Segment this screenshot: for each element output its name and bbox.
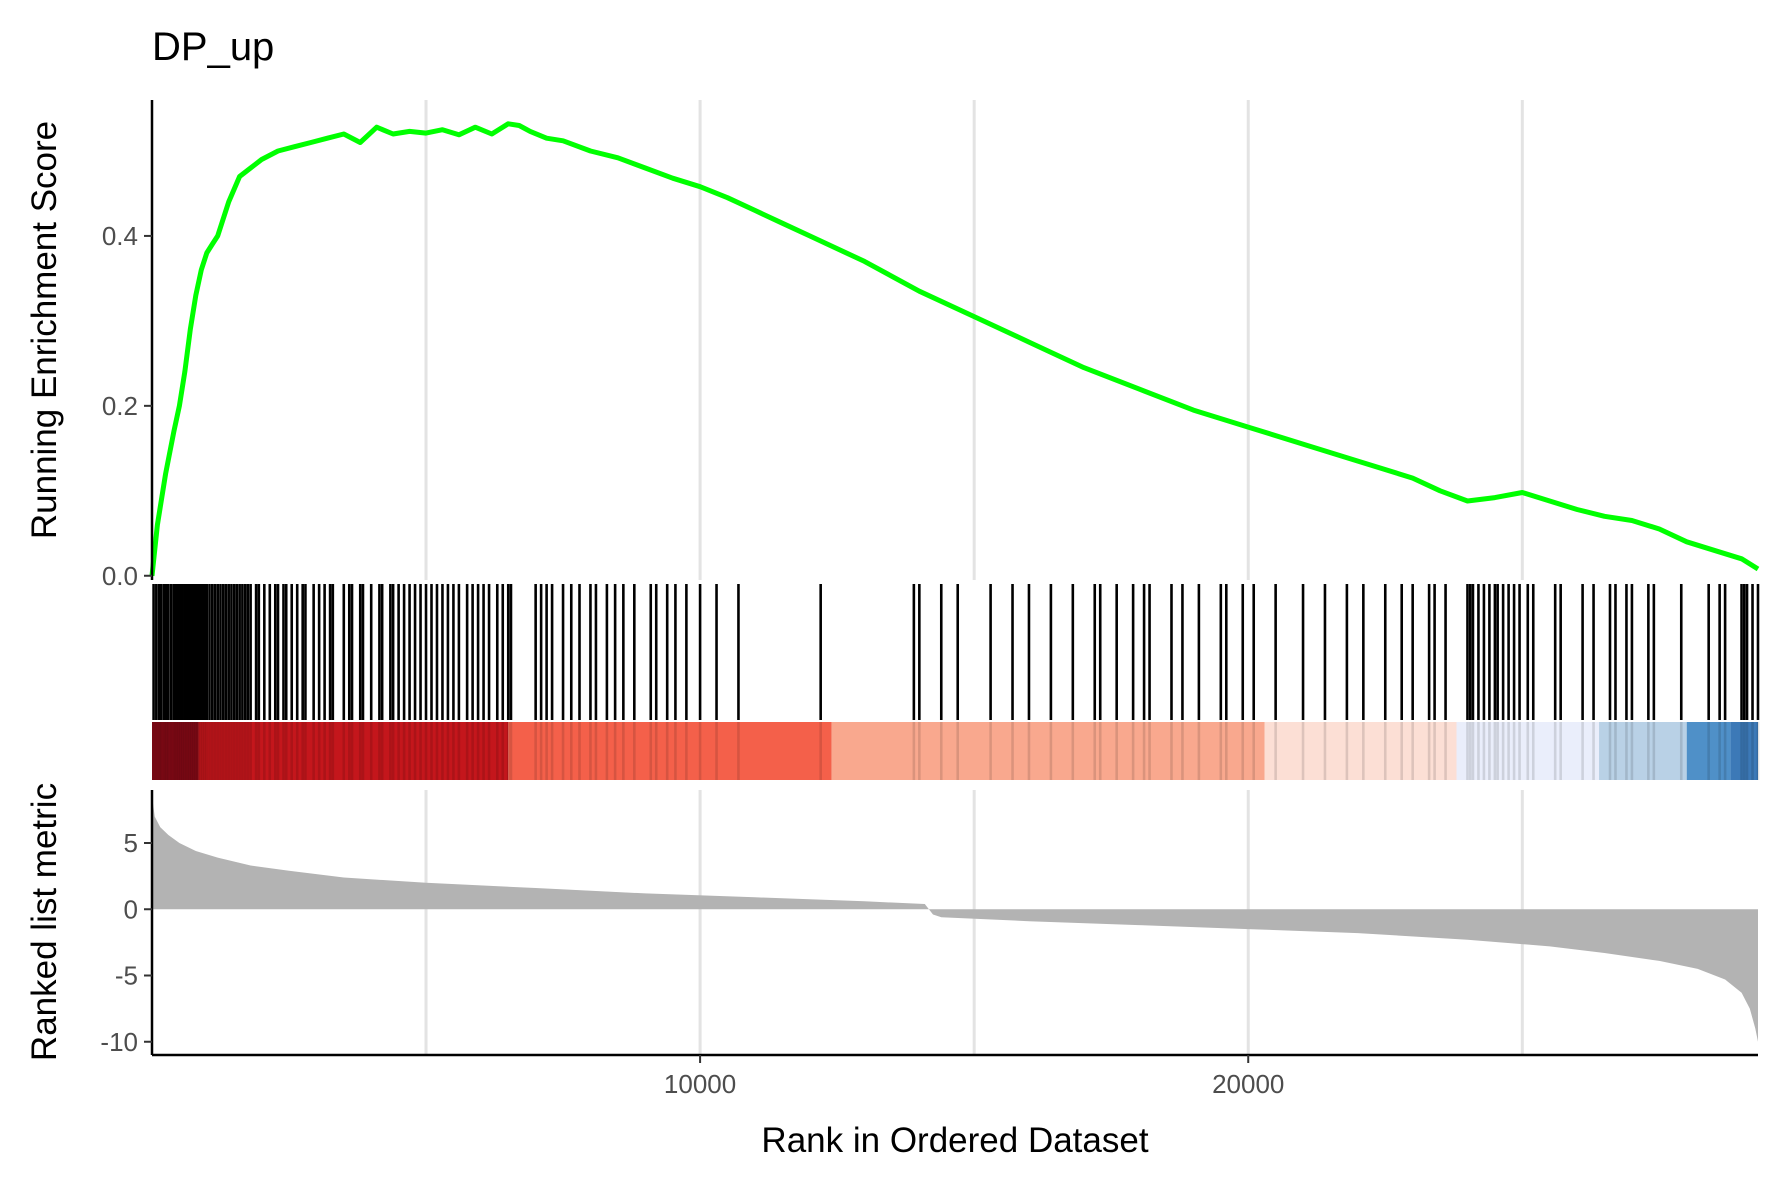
- running-score-y-title: Running Enrichment Score: [25, 121, 64, 539]
- ranked-metric-tick-label-3: -10: [100, 1027, 138, 1057]
- ranked-metric-tick-label-2: -5: [115, 961, 138, 991]
- ranked-metric-y-ticks: 5 0 -5 -10: [100, 828, 152, 1057]
- x-tick-label-1: 20000: [1212, 1069, 1284, 1099]
- running-score-gridlines: [424, 100, 1524, 580]
- x-tick-label-0: 10000: [664, 1069, 736, 1099]
- running-score-line-group: [149, 121, 1760, 577]
- ranked-metric-area: [152, 795, 1758, 1042]
- band-segment-5: [1456, 722, 1600, 780]
- ranked-metric-panel: 5 0 -5 -10 10000 20000 Ranked list metric Ra…: [25, 783, 1758, 1160]
- running-score-y-ticks: 0.0 0.2 0.4: [102, 221, 152, 591]
- band-segment-0: [152, 722, 199, 780]
- ranked-metric-tick-label-1: 0: [124, 894, 138, 924]
- rank-color-band: [152, 722, 1760, 780]
- ranked-metric-y-title: Ranked list metric: [25, 783, 64, 1061]
- band-segment-7: [1686, 722, 1731, 780]
- band-segment-3: [831, 722, 1265, 780]
- running-score-panel: 0.0 0.2 0.4 Running Enrichment Score: [25, 100, 1760, 591]
- running-score-tick-label-0: 0.0: [102, 561, 138, 591]
- band-segment-6: [1599, 722, 1687, 780]
- band-segment-2: [508, 722, 832, 780]
- running-score-tick-label-2: 0.4: [102, 221, 138, 251]
- chart-title: DP_up: [152, 25, 274, 69]
- ranked-metric-area-group: [152, 795, 1758, 1042]
- x-axis-title: Rank in Ordered Dataset: [761, 1121, 1148, 1160]
- band-segment-4: [1264, 722, 1457, 780]
- band-segment-1: [198, 722, 509, 780]
- x-ticks: 10000 20000: [664, 1055, 1284, 1099]
- ranked-metric-tick-label-0: 5: [124, 828, 138, 858]
- running-score-line: [149, 121, 1760, 577]
- running-score-tick-label-1: 0.2: [102, 391, 138, 421]
- band-segment-8: [1730, 722, 1758, 780]
- gene-hits-panel: [152, 584, 1760, 720]
